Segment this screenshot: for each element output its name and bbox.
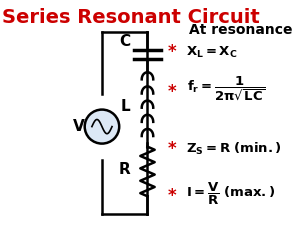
Text: *: * bbox=[168, 187, 177, 205]
Text: *: * bbox=[168, 140, 177, 158]
Text: R: R bbox=[119, 162, 131, 177]
Text: Series Resonant Circuit: Series Resonant Circuit bbox=[2, 8, 260, 27]
Text: $\mathbf{X_L = X_C}$: $\mathbf{X_L = X_C}$ bbox=[186, 45, 237, 60]
Text: *: * bbox=[168, 43, 177, 61]
Text: At resonance: At resonance bbox=[189, 23, 293, 37]
Text: $\mathbf{f_r = \dfrac{1}{2\pi\sqrt{LC}}}$: $\mathbf{f_r = \dfrac{1}{2\pi\sqrt{LC}}}… bbox=[187, 75, 266, 103]
Text: V: V bbox=[73, 119, 85, 134]
Circle shape bbox=[85, 109, 119, 144]
Text: $\mathbf{I = \dfrac{V}{R}\ (max.)}$: $\mathbf{I = \dfrac{V}{R}\ (max.)}$ bbox=[186, 181, 275, 207]
Text: C: C bbox=[120, 34, 131, 49]
Text: $\mathbf{Z_S = R\ (min.)}$: $\mathbf{Z_S = R\ (min.)}$ bbox=[186, 141, 282, 157]
Text: L: L bbox=[121, 99, 131, 114]
Text: *: * bbox=[168, 83, 177, 101]
